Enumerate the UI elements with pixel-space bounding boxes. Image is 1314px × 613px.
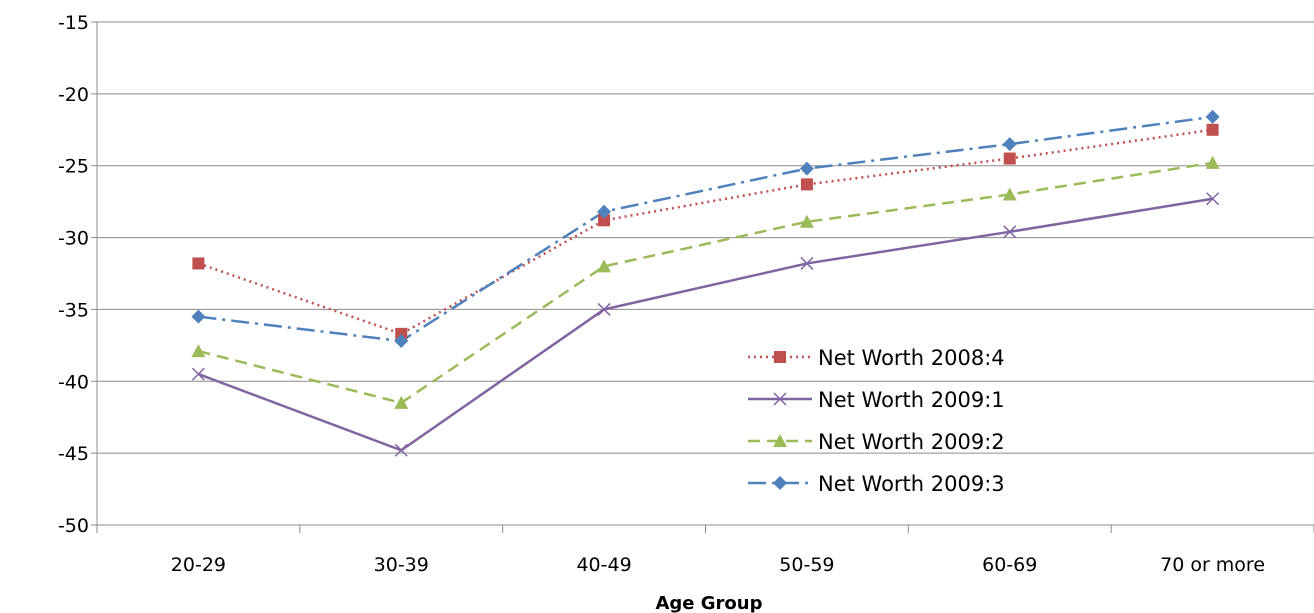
data-point: [394, 443, 408, 457]
x-tick-label: 50-59: [779, 554, 834, 576]
series-line-4: [198, 115, 1213, 343]
data-point: [800, 178, 813, 191]
data-point: [1206, 123, 1219, 136]
y-tick-label: -45: [58, 443, 89, 465]
y-tick-labels: -15 -20 -25 -30 -35 -40 -45 -50: [58, 12, 89, 537]
data-point: [192, 257, 205, 270]
data-point: [1205, 155, 1220, 169]
legend-item: Net Worth 2008:4: [748, 346, 1005, 370]
data-point: [1205, 109, 1220, 124]
series-line-1: [198, 128, 1213, 336]
data-point: [1003, 225, 1017, 239]
data-point: [597, 302, 611, 316]
x-tick-label: 70 or more: [1160, 554, 1265, 576]
data-point: [597, 259, 612, 273]
y-tick-label: -15: [58, 12, 89, 34]
legend-label: Net Worth 2009:1: [818, 388, 1005, 412]
y-tick-label: -20: [58, 84, 89, 106]
y-tick-label: -35: [58, 299, 89, 321]
x-tick-labels: 20-29 30-39 40-49 50-59 60-69 70 or more: [171, 554, 1265, 576]
legend-marker: [774, 351, 786, 363]
legend-marker: [773, 392, 787, 406]
data-point: [1002, 187, 1017, 201]
x-tick-label: 20-29: [171, 554, 226, 576]
legend-marker: [773, 476, 787, 490]
series-line-2: [197, 197, 1213, 452]
data-point: [191, 367, 205, 381]
series-lines: [197, 115, 1213, 452]
series-line-3: [198, 161, 1213, 405]
y-tick-label: -25: [58, 156, 89, 178]
data-point: [191, 344, 206, 358]
data-point: [394, 334, 409, 349]
data-point: [1003, 152, 1016, 165]
y-tick-label: -30: [58, 228, 89, 250]
data-point: [799, 214, 814, 228]
x-axis-title: Age Group: [655, 593, 762, 613]
y-tick-label: -40: [58, 371, 89, 393]
data-point: [597, 204, 612, 219]
data-point: [598, 214, 611, 227]
legend-label: Net Worth 2008:4: [818, 346, 1005, 370]
legend-label: Net Worth 2009:2: [818, 430, 1005, 454]
x-tick-label: 60-69: [982, 554, 1037, 576]
legend-item: Net Worth 2009:1: [748, 388, 1005, 412]
axes: [91, 21, 1314, 533]
legend-item: Net Worth 2009:2: [748, 430, 1005, 454]
x-tick-label: 40-49: [576, 554, 631, 576]
data-point: [1002, 137, 1017, 152]
y-tick-label: -50: [58, 515, 89, 537]
x-tick-label: 30-39: [374, 554, 429, 576]
data-point: [800, 256, 814, 270]
legend: Net Worth 2008:4 Net Worth 2009:1 Net Wort…: [748, 346, 1005, 496]
data-point: [1206, 192, 1220, 206]
data-point: [394, 395, 409, 409]
legend-marker: [773, 434, 787, 447]
legend-label: Net Worth 2009:3: [818, 472, 1005, 496]
gridlines: [97, 21, 1314, 454]
data-point: [395, 327, 408, 340]
series-markers: [191, 109, 1220, 457]
legend-item: Net Worth 2009:3: [748, 472, 1005, 496]
data-point: [191, 309, 206, 324]
data-point: [799, 161, 814, 176]
